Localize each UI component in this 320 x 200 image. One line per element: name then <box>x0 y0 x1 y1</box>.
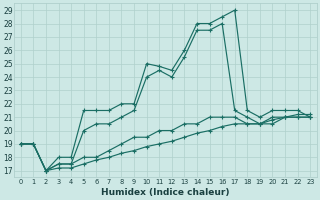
X-axis label: Humidex (Indice chaleur): Humidex (Indice chaleur) <box>101 188 230 197</box>
